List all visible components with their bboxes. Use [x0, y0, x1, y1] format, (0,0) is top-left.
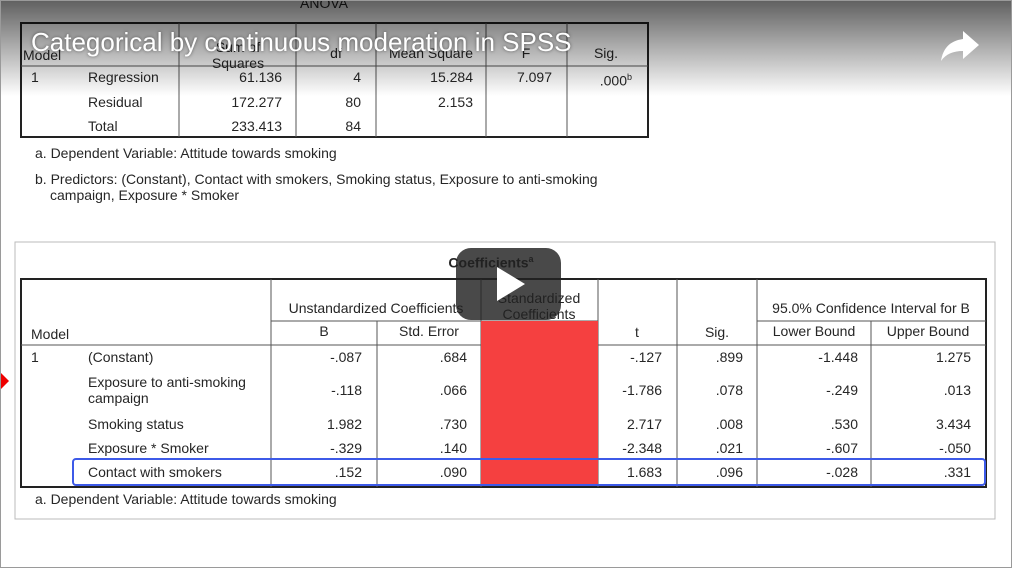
- cell: -.607: [826, 440, 858, 456]
- cell: -.249: [826, 382, 858, 398]
- play-button[interactable]: [456, 248, 561, 320]
- cell: -2.348: [622, 440, 662, 456]
- cell: -.028: [826, 464, 858, 480]
- header: Upper Bound: [886, 323, 970, 339]
- video-title: Categorical by continuous moderation in …: [31, 27, 572, 57]
- cell: 2.717: [626, 416, 662, 432]
- cell: -.118: [331, 382, 362, 398]
- title-overlay: [1, 1, 1011, 96]
- model-number: 1: [31, 349, 39, 365]
- cell: -1.448: [818, 349, 858, 365]
- row-label: Contact with smokers: [88, 464, 222, 480]
- cell: .090: [439, 464, 467, 480]
- cell: .140: [439, 440, 467, 456]
- header: Std. Error: [399, 323, 459, 339]
- row-label: Smoking status: [88, 416, 184, 432]
- coef-panel: [14, 241, 996, 520]
- cell: .021: [715, 440, 743, 456]
- cell: .013: [943, 382, 971, 398]
- footnote: b. Predictors: (Constant), Contact with …: [35, 171, 598, 203]
- cell: .899: [715, 349, 743, 365]
- header: B: [319, 323, 329, 339]
- cell: -.087: [330, 349, 362, 365]
- cell: 233.413: [231, 118, 282, 134]
- row-pointer: [1, 373, 9, 389]
- cell: 84: [345, 118, 361, 134]
- cell: 1.982: [326, 416, 362, 432]
- cell: .152: [334, 464, 362, 480]
- cell: .530: [830, 416, 858, 432]
- row-label: (Constant): [88, 349, 154, 365]
- row-label: Exposure to anti-smoking campaign: [88, 374, 246, 406]
- footnote: a. Dependent Variable: Attitude towards …: [35, 491, 337, 507]
- cell: 1.275: [935, 349, 971, 365]
- header: Model: [31, 326, 70, 342]
- header: 95.0% Confidence Interval for B: [772, 300, 970, 316]
- cell: .730: [439, 416, 467, 432]
- header: Lower Bound: [772, 323, 856, 339]
- cell: -.329: [330, 440, 362, 456]
- cell: .008: [715, 416, 743, 432]
- footnote: a. Dependent Variable: Attitude towards …: [35, 145, 337, 161]
- cell: 3.434: [935, 416, 971, 432]
- cell: 2.153: [437, 94, 473, 110]
- cell: -1.786: [622, 382, 662, 398]
- row-label: Total: [88, 118, 118, 134]
- cell: -.050: [939, 440, 971, 456]
- header: Sig.: [704, 324, 730, 340]
- highlight-row: [72, 458, 986, 486]
- header: Unstandardized Coefficients: [288, 300, 464, 316]
- cell: 1.683: [626, 464, 662, 480]
- cell: .331: [943, 464, 971, 480]
- cell: -.127: [630, 349, 662, 365]
- cell: .078: [715, 382, 743, 398]
- header: t: [635, 324, 639, 340]
- row-label: Exposure * Smoker: [88, 440, 209, 456]
- cell: 172.277: [231, 94, 282, 110]
- cell: .066: [439, 382, 467, 398]
- cell: .096: [715, 464, 743, 480]
- cell: .684: [439, 349, 467, 365]
- row-label: Residual: [88, 94, 143, 110]
- red-cover: [481, 321, 598, 486]
- cell: 80: [345, 94, 361, 110]
